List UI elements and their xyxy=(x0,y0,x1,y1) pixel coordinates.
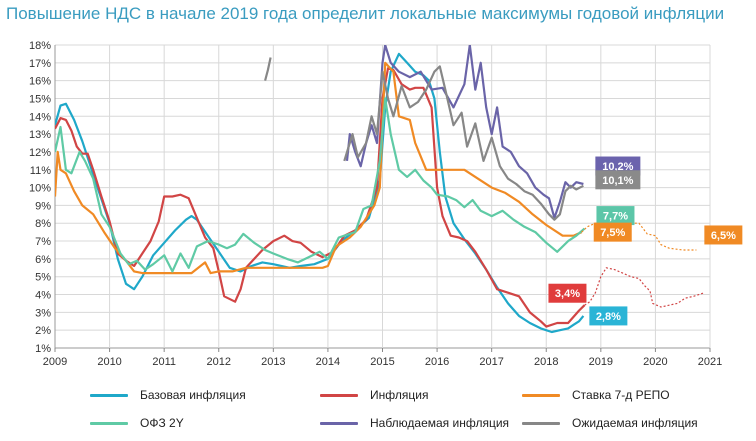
x-tick-label: 2016 xyxy=(425,356,449,368)
value-badge-label: 7,5% xyxy=(600,227,625,239)
value-badge-label: 2,8% xyxy=(596,311,621,323)
y-tick-label: 17% xyxy=(29,58,51,70)
value-badge xyxy=(548,283,587,303)
x-tick-label: 2015 xyxy=(370,356,394,368)
y-tick-label: 9% xyxy=(35,200,51,212)
value-badge xyxy=(593,222,632,242)
series-ставка-7-д-репо xyxy=(55,61,583,275)
x-tick-label: 2010 xyxy=(97,356,121,368)
legend-label: Ставка 7-д РЕПО xyxy=(572,388,670,402)
legend-label: Ожидаемая инфляция xyxy=(572,416,698,430)
chart-title: Повышение НДС в начале 2019 года определ… xyxy=(6,4,725,23)
y-tick-label: 10% xyxy=(29,183,51,195)
line-chart: 1% 2% 3% 4% 5% 6% 7% 8% 9% 10% 11% 12% 13% 14% 15% 16% 1… xyxy=(29,40,743,368)
legend-swatch xyxy=(320,393,358,397)
x-tick-label: 2012 xyxy=(207,356,231,368)
x-tick-label: 2011 xyxy=(152,356,176,368)
x-tick-label: 2013 xyxy=(261,356,285,368)
y-tick-label: 5% xyxy=(35,272,51,284)
series-наблюдаемая-инфляция xyxy=(345,45,584,219)
y-tick-label: 12% xyxy=(29,147,51,159)
x-tick-label: 2021 xyxy=(698,356,722,368)
value-badge-label: 3,4% xyxy=(555,288,580,300)
legend-label: ОФЗ 2Y xyxy=(140,416,184,430)
legend-swatch xyxy=(320,421,358,425)
forecast-series-инфляция-прогноз- xyxy=(584,267,705,308)
y-tick-label: 15% xyxy=(29,93,51,105)
x-tick-label: 2009 xyxy=(43,356,67,368)
value-badge xyxy=(589,306,628,326)
x-tick-label: 2014 xyxy=(316,356,340,368)
legend-label: Инфляция xyxy=(370,388,429,402)
y-tick-label: 18% xyxy=(29,40,51,52)
legend-label: Наблюдаемая инфляция xyxy=(370,416,510,430)
x-tick-label: 2019 xyxy=(589,356,613,368)
y-tick-label: 3% xyxy=(35,307,51,319)
series-офз-2y xyxy=(55,97,586,273)
y-tick-label: 8% xyxy=(35,218,51,230)
value-badge xyxy=(704,225,743,245)
y-tick-label: 11% xyxy=(30,165,51,177)
x-tick-label: 2020 xyxy=(643,356,667,368)
legend-item-core-inflation: Базовая инфляция xyxy=(90,388,246,402)
legend-swatch xyxy=(90,393,128,397)
legend-swatch xyxy=(522,421,560,425)
value-badge-label: 10,1% xyxy=(602,175,633,187)
y-tick-label: 7% xyxy=(35,236,51,248)
y-tick-label: 2% xyxy=(35,325,51,337)
legend-swatch xyxy=(522,393,560,397)
legend-item-observed-inflation: Наблюдаемая инфляция xyxy=(320,416,509,430)
chart-legend: Базовая инфляция Инфляция Ставка 7-д РЕП… xyxy=(90,388,730,436)
legend-item-repo-rate: Ставка 7-д РЕПО xyxy=(522,388,670,402)
legend-swatch xyxy=(90,421,128,425)
legend-item-inflation: Инфляция xyxy=(320,388,428,402)
y-tick-label: 1% xyxy=(35,343,51,355)
series-ожидаемая-инфляция xyxy=(343,65,584,221)
value-badge-label: 10,2% xyxy=(602,161,633,173)
legend-item-expected-inflation: Ожидаемая инфляция xyxy=(522,416,698,430)
x-tick-label: 2018 xyxy=(534,356,558,368)
y-tick-label: 4% xyxy=(35,290,51,302)
y-tick-label: 6% xyxy=(35,254,51,266)
y-tick-label: 16% xyxy=(29,76,51,88)
value-badge-label: 7,7% xyxy=(603,211,628,223)
value-badge xyxy=(596,206,635,226)
x-tick-label: 2017 xyxy=(479,356,503,368)
legend-label: Базовая инфляция xyxy=(140,388,246,402)
value-badge-label: 6,5% xyxy=(711,230,736,242)
legend-item-ofz-2y: ОФЗ 2Y xyxy=(90,416,184,430)
value-badge xyxy=(595,170,641,190)
y-tick-label: 13% xyxy=(29,129,51,141)
series-ожидаемая-инфляция xyxy=(264,57,272,81)
y-tick-label: 14% xyxy=(29,111,51,123)
